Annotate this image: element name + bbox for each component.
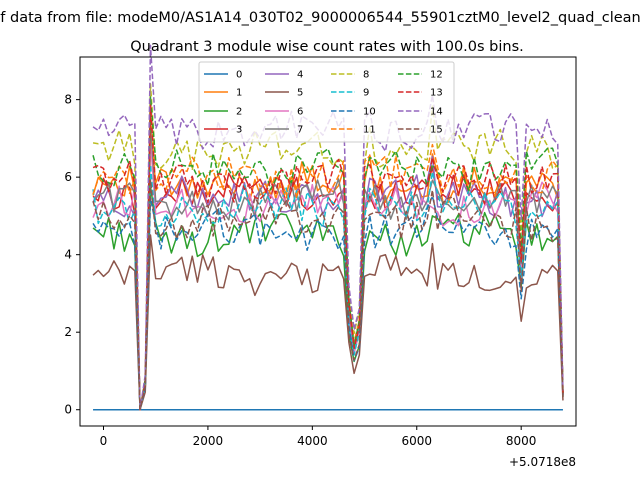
figure-suptitle: Plot of data from file: modeM0/AS1A14_03… <box>0 10 640 26</box>
legend-label-12: 12 <box>430 70 443 81</box>
x-tick-label: 2000 <box>193 434 224 448</box>
series-15-line <box>92 179 564 411</box>
legend-label-3: 3 <box>236 125 242 136</box>
series-2-line <box>92 185 564 411</box>
series-8-line <box>92 83 564 411</box>
legend-label-14: 14 <box>430 107 443 118</box>
y-tick-label: 0 <box>64 403 72 417</box>
axes-frame <box>79 56 577 427</box>
x-tick-label: 4000 <box>297 434 328 448</box>
legend-label-0: 0 <box>236 70 242 81</box>
legend-label-10: 10 <box>363 107 376 118</box>
x-tick-label: 0 <box>100 434 108 448</box>
x-tick-label: 6000 <box>401 434 432 448</box>
series-12-line <box>92 96 564 411</box>
x-offset-label: +5.0718e8 <box>509 455 576 469</box>
legend-label-11: 11 <box>363 125 376 136</box>
x-axis: 0 2000 4000 6000 8000 <box>100 426 537 448</box>
y-tick-label: 6 <box>64 170 72 184</box>
series-11-line <box>92 102 564 411</box>
legend-label-7: 7 <box>297 125 303 136</box>
legend-label-4: 4 <box>297 70 303 81</box>
series-5-line <box>92 234 564 411</box>
legend-label-6: 6 <box>297 107 303 118</box>
legend-label-9: 9 <box>363 88 369 99</box>
y-tick-label: 2 <box>64 325 72 339</box>
series-13-line <box>92 104 564 411</box>
series-9-line <box>92 164 564 411</box>
y-axis: 0 2 4 6 8 <box>64 93 80 417</box>
y-tick-label: 4 <box>64 248 72 262</box>
series-4-line <box>92 124 564 411</box>
legend-label-1: 1 <box>236 88 242 99</box>
x-tick-label: 8000 <box>506 434 537 448</box>
series-10-line <box>92 195 564 411</box>
legend-label-15: 15 <box>430 125 443 136</box>
series-6-line <box>92 138 564 411</box>
y-tick-label: 8 <box>64 93 72 107</box>
legend-frame <box>198 61 455 143</box>
legend-label-2: 2 <box>236 107 242 118</box>
legend-label-8: 8 <box>363 70 369 81</box>
legend-label-13: 13 <box>430 88 443 99</box>
axes-title: Quadrant 3 module wise count rates with … <box>130 39 524 55</box>
legend-label-5: 5 <box>297 88 303 99</box>
